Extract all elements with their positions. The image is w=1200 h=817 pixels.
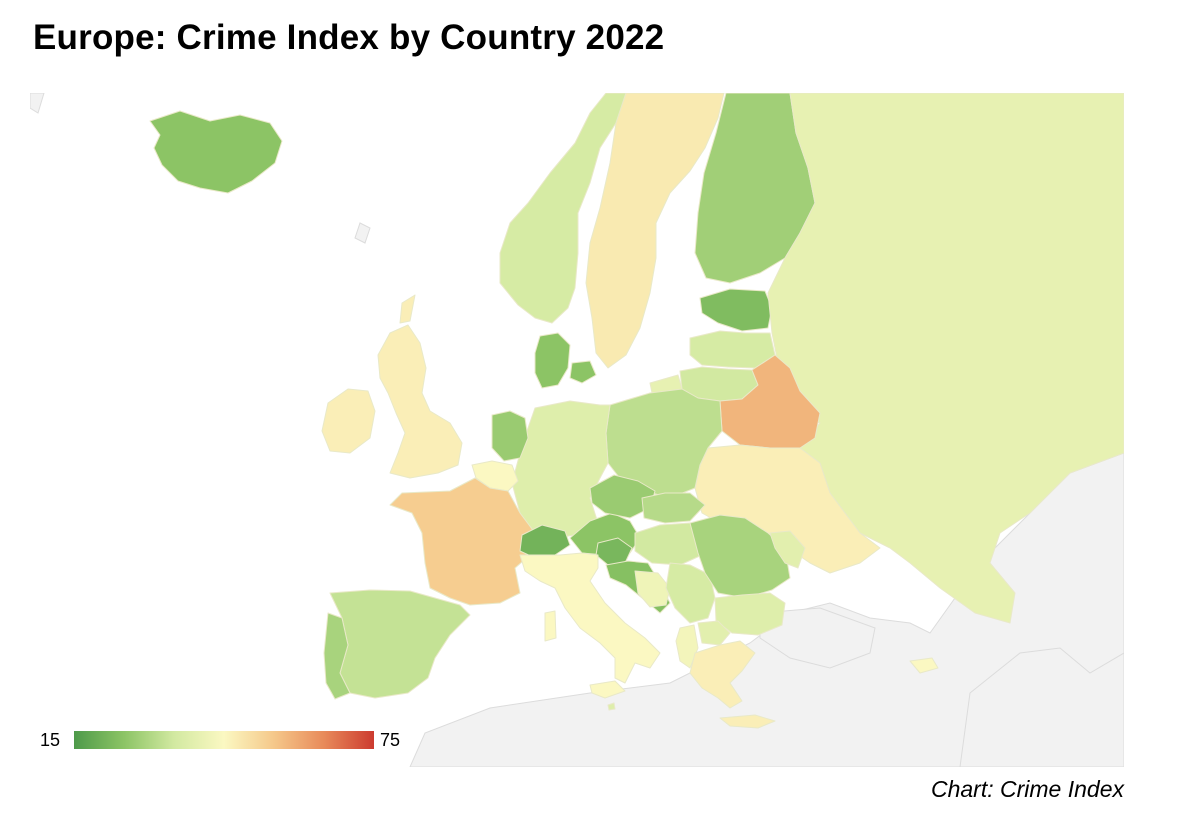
country-spain[interactable]: Spain: 33 (329, 589, 471, 699)
country-romania[interactable]: Romania: 29 (689, 514, 791, 599)
country-estonia[interactable]: Estonia: 23 (699, 288, 773, 332)
country-italy[interactable]: Italy: 45 (544, 610, 557, 642)
surrounding-land (30, 93, 1124, 767)
legend-min-label: 15 (40, 730, 61, 750)
country-france[interactable]: France: 54 (389, 477, 536, 606)
chart-title: Europe: Crime Index by Country 2022 (33, 18, 665, 57)
country-netherlands[interactable]: Netherlands: 27 (491, 410, 529, 462)
country-denmark[interactable]: Denmark: 25 (534, 332, 571, 389)
country-cyprus[interactable]: Cyprus: 45 (909, 657, 939, 674)
country-latvia[interactable]: Latvia: 36 (689, 330, 776, 369)
country-sweden[interactable]: Sweden: 48 (585, 93, 725, 369)
country-portugal[interactable]: Portugal: 29 (323, 612, 351, 700)
country-norway[interactable]: Norway: 36 (499, 93, 627, 324)
choropleth-map: Iceland: 25Norway: 36Sweden: 48Finland: … (30, 93, 1124, 767)
country-greece[interactable]: Greece: 47 (719, 714, 776, 729)
country-serbia[interactable]: Serbia: 36 (665, 562, 716, 624)
country-italy[interactable]: Italy: 45 (519, 552, 661, 684)
country-germany[interactable]: Germany: 38 (511, 400, 611, 539)
country-north-macedonia[interactable]: North Macedonia: 39 (697, 620, 731, 646)
country-albania[interactable]: Albania: 43 (675, 624, 699, 669)
country-ukraine[interactable]: Ukraine: 47 (694, 444, 881, 574)
country-united-kingdom[interactable]: United Kingdom: 47 (399, 294, 416, 324)
country-italy[interactable]: Italy: 45 (589, 680, 626, 699)
legend-gradient-bar (74, 731, 374, 749)
country-poland[interactable]: Poland: 32 (605, 388, 723, 499)
legend-max-label: 75 (380, 730, 401, 750)
country-bosnia-and-herzegovina[interactable]: Bosnia and Herzegovina: 42 (634, 570, 671, 608)
map-canvas: Iceland: 25Norway: 36Sweden: 48Finland: … (30, 93, 1124, 767)
country-slovakia[interactable]: Slovakia: 31 (641, 492, 706, 524)
country-united-kingdom[interactable]: United Kingdom: 47 (377, 324, 463, 479)
country-ireland[interactable]: Ireland: 47 (321, 388, 376, 454)
country-iceland[interactable]: Iceland: 25 (149, 110, 283, 194)
chart-source: Chart: Crime Index (930, 776, 1124, 802)
country-greece[interactable]: Greece: 47 (689, 640, 756, 709)
country-denmark[interactable]: Denmark: 25 (569, 360, 597, 384)
country-switzerland[interactable]: Switzerland: 21 (519, 524, 571, 559)
country-moldova[interactable]: Moldova: 39 (769, 530, 806, 569)
country-malta[interactable]: Malta: 38 (607, 702, 616, 711)
color-legend: 15 75 (40, 728, 420, 752)
